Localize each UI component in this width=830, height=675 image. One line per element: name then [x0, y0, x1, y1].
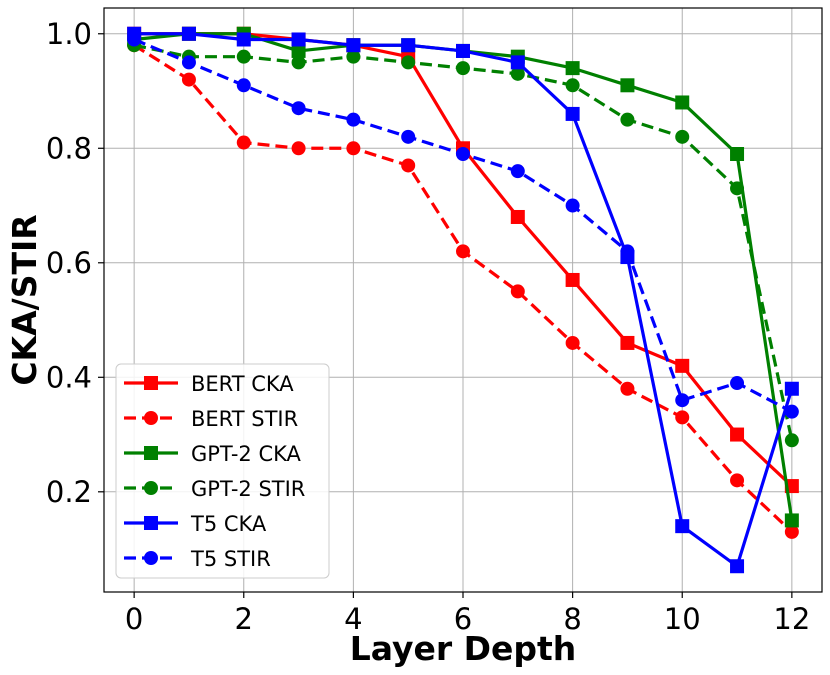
data-point-circle — [730, 181, 745, 196]
legend: BERT CKA BERT STIR GPT-2 CKA GPT-2 STIR T5 C… — [115, 363, 330, 579]
data-point-square — [675, 358, 690, 373]
data-point-square — [730, 559, 745, 574]
x-tick-label: 8 — [563, 602, 581, 636]
x-tick-label: 12 — [773, 602, 810, 636]
data-point-square — [510, 209, 525, 224]
data-point-square — [620, 78, 635, 93]
data-point-square — [144, 516, 158, 530]
x-tick-label: 10 — [664, 602, 701, 636]
y-tick-label: 0.2 — [46, 475, 92, 509]
data-point-square — [291, 32, 306, 47]
data-point-square — [401, 38, 416, 53]
data-point-square — [236, 32, 251, 47]
data-point-square — [144, 376, 158, 390]
legend-label: T5 STIR — [190, 547, 271, 571]
data-point-circle — [401, 55, 416, 70]
data-point-circle — [784, 404, 799, 419]
data-point-square — [784, 513, 799, 528]
legend-box — [115, 363, 330, 579]
data-point-circle — [565, 198, 580, 213]
legend-label: BERT CKA — [191, 372, 294, 396]
data-point-circle — [510, 284, 525, 299]
data-point-circle — [456, 147, 470, 161]
data-point-circle — [456, 244, 470, 259]
legend-label: GPT-2 CKA — [191, 442, 302, 466]
data-point-square — [620, 335, 635, 350]
data-point-square — [565, 272, 580, 287]
data-point-circle — [675, 410, 690, 425]
data-point-square — [730, 147, 745, 161]
data-point-square — [144, 446, 158, 460]
axis-ticks: 0 2 4 6 8 10 12 0.2 0.4 0.6 0.8 1.0 — [46, 17, 810, 636]
legend-entry: GPT-2 CKA — [124, 442, 302, 466]
data-point-square — [784, 381, 799, 396]
data-point-circle — [401, 129, 416, 144]
legend-entry: BERT STIR — [124, 407, 298, 431]
data-point-circle — [784, 524, 799, 539]
data-point-square — [346, 38, 361, 53]
y-tick-label: 0.4 — [46, 360, 92, 394]
data-point-circle — [565, 78, 580, 93]
data-point-circle — [620, 244, 635, 259]
data-point-circle — [181, 72, 196, 87]
data-point-square — [565, 61, 580, 76]
data-point-circle — [730, 473, 745, 488]
legend-entry: T5 CKA — [124, 512, 267, 536]
data-point-square — [510, 55, 525, 70]
y-axis-title: CKA/STIR — [5, 214, 44, 385]
x-tick-label: 6 — [454, 602, 472, 636]
legend-entry: BERT CKA — [124, 372, 294, 396]
data-point-circle — [510, 66, 525, 81]
legend-label: T5 CKA — [190, 512, 267, 536]
data-point-circle — [144, 411, 158, 425]
legend-label: BERT STIR — [191, 407, 298, 431]
data-point-square — [730, 427, 745, 442]
data-point-circle — [144, 551, 158, 565]
data-point-circle — [236, 78, 251, 93]
data-point-circle — [346, 141, 361, 156]
data-point-square — [565, 106, 580, 121]
x-axis-title: Layer Depth — [350, 629, 577, 668]
data-point-circle — [291, 55, 306, 70]
data-point-circle — [675, 393, 690, 408]
series-lines — [127, 26, 799, 574]
data-point-circle — [291, 101, 306, 116]
data-point-square — [456, 43, 470, 58]
data-point-circle — [620, 112, 635, 127]
data-point-circle — [675, 129, 690, 144]
data-point-circle — [181, 55, 196, 70]
data-point-circle — [456, 61, 470, 76]
data-point-square — [181, 26, 196, 41]
data-point-circle — [510, 164, 525, 179]
data-point-circle — [127, 32, 142, 47]
data-point-circle — [144, 481, 158, 495]
data-point-square — [675, 519, 690, 534]
data-point-circle — [291, 141, 306, 156]
data-point-circle — [730, 376, 745, 391]
data-point-square — [291, 43, 306, 58]
series-bert-stir — [127, 38, 799, 539]
legend-entry: GPT-2 STIR — [124, 477, 305, 501]
y-tick-label: 1.0 — [46, 17, 92, 51]
x-tick-label: 4 — [344, 602, 362, 636]
y-tick-label: 0.6 — [46, 246, 92, 280]
data-point-circle — [346, 112, 361, 127]
x-tick-label: 0 — [125, 602, 143, 636]
data-point-circle — [620, 381, 635, 396]
data-point-circle — [401, 158, 416, 173]
data-point-circle — [236, 135, 251, 150]
data-point-square — [675, 95, 690, 110]
legend-label: GPT-2 STIR — [191, 477, 305, 501]
data-point-circle — [346, 49, 361, 64]
data-point-circle — [565, 335, 580, 350]
data-point-circle — [784, 433, 799, 448]
x-tick-label: 2 — [235, 602, 253, 636]
data-point-circle — [236, 49, 251, 64]
legend-entry: T5 STIR — [124, 547, 271, 571]
series-t5-stir — [127, 32, 799, 419]
y-tick-label: 0.8 — [46, 131, 92, 165]
